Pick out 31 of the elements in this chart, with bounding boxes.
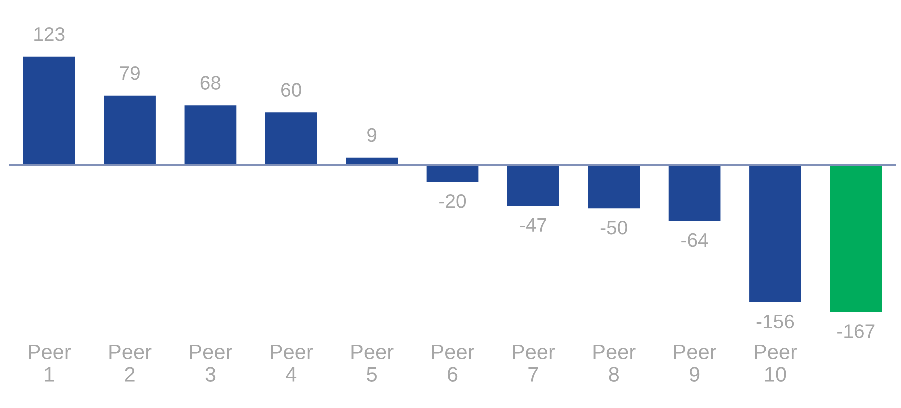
x-tick-label: Peer 3 xyxy=(190,344,232,382)
data-label: -50 xyxy=(600,221,628,235)
x-tick-label: Peer 7 xyxy=(513,344,556,382)
bar xyxy=(425,164,480,184)
bar xyxy=(22,56,77,166)
data-label: 9 xyxy=(368,128,377,142)
data-label: 123 xyxy=(34,27,65,42)
bar xyxy=(586,164,642,210)
x-tick-label: Peer 5 xyxy=(352,344,394,382)
x-tick-label: Peer 8 xyxy=(594,344,636,382)
x-tick-label: Peer 6 xyxy=(432,344,474,382)
x-tick-label: Peer 1 xyxy=(29,344,72,382)
data-label: -156 xyxy=(756,314,794,329)
data-label: -167 xyxy=(838,324,875,338)
data-label: 79 xyxy=(120,66,140,80)
data-label: -20 xyxy=(440,194,466,208)
data-label: -47 xyxy=(520,218,547,232)
bar xyxy=(506,164,561,208)
bar xyxy=(667,164,722,222)
bar xyxy=(264,111,319,166)
bar xyxy=(102,94,158,166)
bar xyxy=(183,104,238,166)
data-label: 68 xyxy=(200,76,221,90)
x-tick-label: Peer 2 xyxy=(110,344,152,382)
bar xyxy=(828,164,884,314)
data-label: -64 xyxy=(682,233,708,248)
x-tick-label: Peer 4 xyxy=(271,344,314,382)
x-tick-label: Peer 10 xyxy=(755,344,798,382)
bar xyxy=(748,164,803,304)
x-tick-label: Peer 9 xyxy=(674,344,716,382)
data-label: 60 xyxy=(282,83,302,98)
